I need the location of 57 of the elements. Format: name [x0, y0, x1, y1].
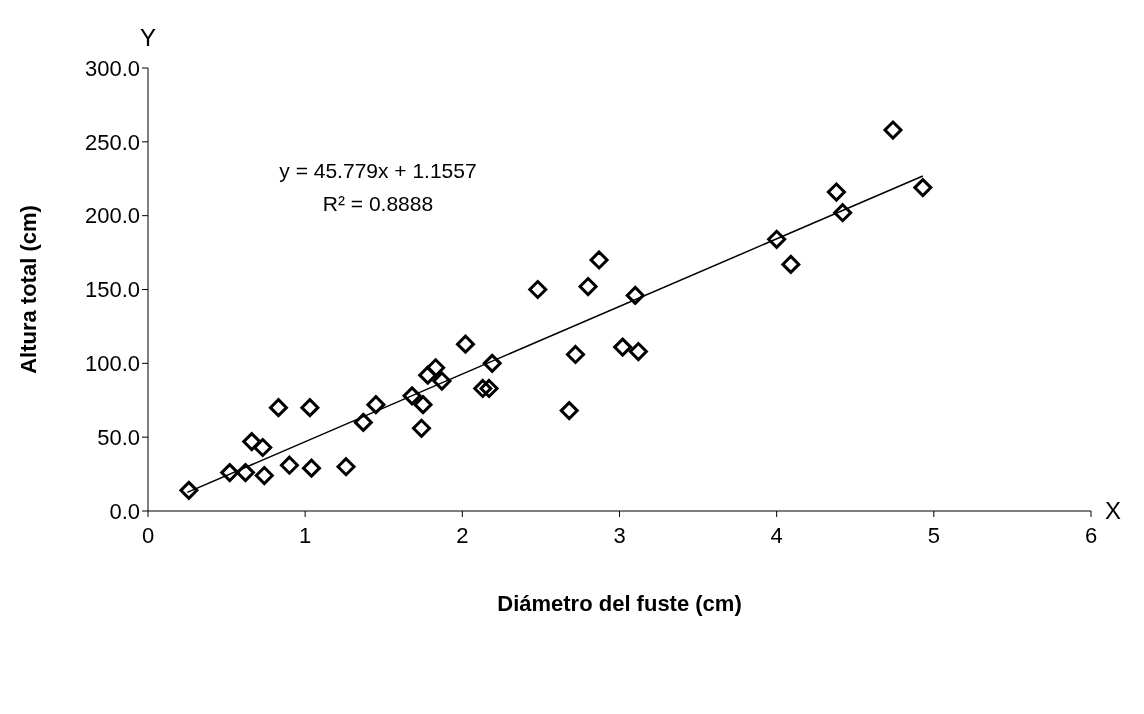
point: [589, 250, 609, 270]
point: [625, 285, 645, 305]
point: [473, 378, 493, 398]
annotation: R² = 0.8888: [322, 192, 434, 215]
point: [781, 254, 801, 274]
point: [179, 480, 199, 500]
point: [300, 398, 320, 418]
point: [613, 337, 633, 357]
point: [336, 457, 356, 477]
x-tick-label: 5: [927, 522, 940, 548]
point: [411, 418, 431, 438]
y-axis-title: Altura total (cm): [15, 205, 41, 374]
point: [242, 432, 262, 452]
point: [353, 412, 373, 432]
point: [479, 378, 499, 398]
point: [628, 342, 648, 362]
point: [767, 229, 787, 249]
text: Y: [139, 24, 157, 51]
y-tick-label: 200.0: [84, 203, 140, 229]
point: [578, 277, 598, 297]
point: [559, 401, 579, 421]
x-tick-label: 4: [770, 522, 783, 548]
point: [366, 395, 386, 415]
x-tick-label: 0: [141, 522, 155, 548]
point: [833, 203, 853, 223]
point: [279, 455, 299, 475]
point: [254, 466, 274, 486]
point: [455, 334, 475, 354]
x-tick-label: 3: [613, 522, 626, 548]
y-tick-label: 100.0: [84, 351, 140, 377]
x-tick-label: 1: [299, 522, 312, 548]
x-tick-label: 2: [456, 522, 469, 548]
x-axis-title: Diámetro del fuste (cm): [497, 591, 742, 616]
x-tick-label: 6: [1084, 522, 1098, 548]
point: [565, 344, 585, 364]
y-tick-label: 150.0: [84, 277, 140, 303]
point: [883, 120, 903, 140]
point: [432, 371, 452, 391]
point: [413, 395, 433, 415]
point: [253, 438, 273, 457]
point: [482, 353, 502, 373]
point: [418, 365, 438, 385]
point: [268, 398, 288, 418]
text: X: [1104, 497, 1122, 524]
point: [826, 182, 846, 202]
point: [528, 280, 548, 299]
point: [426, 358, 446, 378]
point: [220, 463, 240, 483]
annotation: y = 45.779x + 1.1557: [279, 159, 477, 182]
point: [913, 178, 933, 198]
point: [235, 463, 255, 483]
y-tick-label: 50.0: [97, 424, 140, 450]
y-tick-label: 0.0: [109, 498, 140, 524]
y-tick-label: 300.0: [84, 55, 140, 81]
point: [402, 386, 422, 406]
point: [301, 458, 321, 478]
y-tick-label: 250.0: [84, 129, 140, 155]
